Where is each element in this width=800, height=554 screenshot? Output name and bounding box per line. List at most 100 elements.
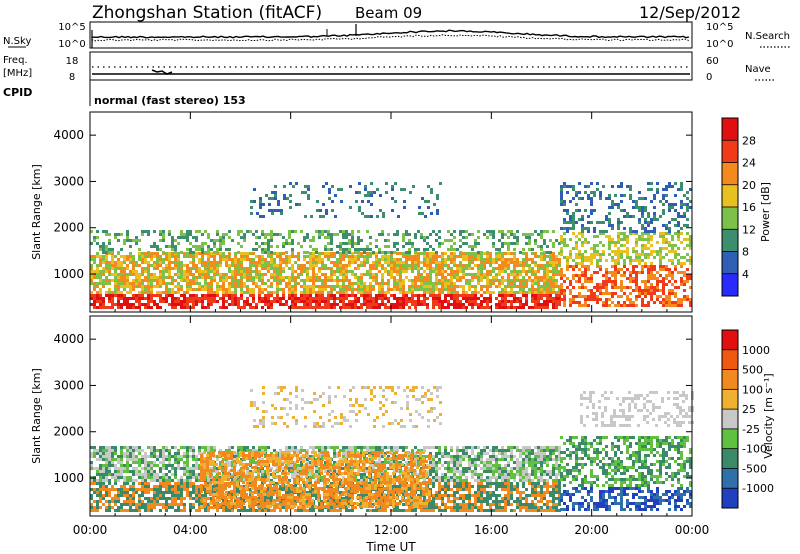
echo-cell [447, 288, 450, 291]
echo-cell [354, 248, 357, 251]
echo-cell [309, 279, 312, 282]
echo-cell [366, 258, 369, 261]
echo-cell [111, 297, 114, 300]
echo-cell [253, 188, 256, 191]
echo-cell [351, 288, 354, 291]
echo-cell [123, 239, 126, 242]
echo-cell [345, 291, 348, 294]
echo-cell [480, 251, 483, 254]
echo-cell [234, 258, 237, 261]
echo-cell [201, 303, 204, 306]
echo-cell [411, 282, 414, 285]
echo-cell [468, 258, 471, 261]
echo-cell [150, 300, 153, 303]
echo-cell [297, 452, 300, 455]
echo-cell [225, 279, 228, 282]
echo-cell [563, 298, 566, 301]
echo-cell [195, 288, 198, 291]
echo-cell [147, 230, 150, 233]
echo-cell [390, 255, 393, 258]
echo-cell [255, 242, 258, 245]
echo-cell [114, 500, 117, 503]
echo-cell [602, 283, 605, 286]
echo-cell [375, 300, 378, 303]
echo-cell [534, 270, 537, 273]
echo-cell [641, 259, 644, 262]
echo-cell [219, 503, 222, 506]
echo-cell [315, 294, 318, 297]
echo-cell [102, 458, 105, 461]
echo-cell [276, 264, 279, 267]
power-x-ticks [89, 112, 693, 312]
echo-cell [453, 285, 456, 288]
echo-cell [689, 298, 692, 301]
echo-cell [283, 185, 286, 188]
echo-cell [543, 291, 546, 294]
echo-cell [129, 503, 132, 506]
echo-cell [273, 300, 276, 303]
echo-cell [608, 277, 611, 280]
echo-cell [99, 282, 102, 285]
echo-cell [249, 461, 252, 464]
echo-cell [480, 279, 483, 282]
echo-cell [183, 509, 186, 512]
echo-cell [279, 449, 282, 452]
echo-cell [114, 267, 117, 270]
echo-cell [348, 233, 351, 236]
echo-cell [285, 255, 288, 258]
echo-cell [330, 273, 333, 276]
echo-cell [394, 182, 397, 185]
echo-cell [381, 264, 384, 267]
echo-cell [363, 285, 366, 288]
echo-cell [560, 292, 563, 295]
echo-cell [108, 270, 111, 273]
echo-cell [204, 497, 207, 500]
echo-cell [102, 464, 105, 467]
echo-cell [486, 270, 489, 273]
echo-cell [444, 279, 447, 282]
echo-cell [677, 224, 680, 227]
echo-cell [99, 288, 102, 291]
echo-cell [111, 261, 114, 264]
echo-cell [216, 282, 219, 285]
echo-cell [342, 258, 345, 261]
echo-cell [379, 194, 382, 197]
echo-cell [129, 258, 132, 261]
echo-cell [102, 279, 105, 282]
echo-cell [219, 306, 222, 309]
echo-cell [337, 188, 340, 191]
echo-cell [126, 297, 129, 300]
echo-cell [614, 241, 617, 244]
echo-cell [225, 248, 228, 251]
echo-cell [318, 291, 321, 294]
echo-cell [186, 470, 189, 473]
echo-cell [153, 449, 156, 452]
echo-cell [677, 238, 680, 241]
echo-cell [210, 497, 213, 500]
echo-cell [96, 242, 99, 245]
echo-cell [315, 303, 318, 306]
echo-cell [513, 255, 516, 258]
echo-cell [414, 300, 417, 303]
echo-cell [177, 297, 180, 300]
echo-cell [462, 258, 465, 261]
echo-cell [540, 297, 543, 300]
echo-cell [477, 270, 480, 273]
echo-cell [584, 191, 587, 194]
echo-cell [650, 188, 653, 191]
echo-cell [177, 236, 180, 239]
echo-cell [303, 282, 306, 285]
echo-cell [430, 191, 433, 194]
echo-cell [498, 248, 501, 251]
echo-cell [563, 280, 566, 283]
echo-cell [638, 262, 641, 265]
echo-cell [108, 464, 111, 467]
echo-cell [333, 264, 336, 267]
echo-cell [647, 230, 650, 233]
echo-cell [677, 271, 680, 274]
echo-cell [114, 497, 117, 500]
echo-cell [441, 255, 444, 258]
echo-cell [528, 233, 531, 236]
echo-cell [387, 258, 390, 261]
echo-cell [171, 248, 174, 251]
